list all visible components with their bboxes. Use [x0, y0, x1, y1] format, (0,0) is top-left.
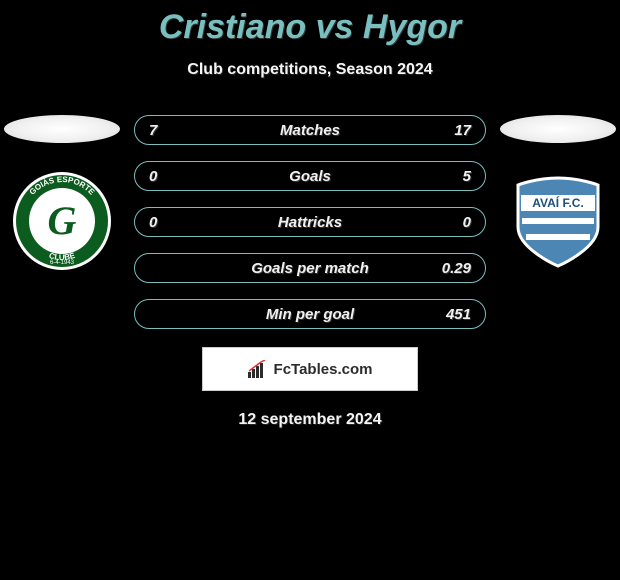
page-title: Cristiano vs Hygor — [0, 0, 620, 47]
stat-row: Min per goal 451 — [134, 299, 486, 329]
stat-left-value: 0 — [149, 168, 157, 185]
team-crest-right: AVAÍ F.C. — [508, 171, 608, 271]
stat-row: Goals per match 0.29 — [134, 253, 486, 283]
stat-right-value: 451 — [446, 306, 471, 323]
player-head-left — [4, 115, 120, 143]
stat-rows: 7 Matches 17 0 Goals 5 0 Hattricks 0 Goa… — [134, 115, 486, 329]
stat-label: Goals per match — [251, 260, 369, 277]
stat-right-value: 0.29 — [442, 260, 471, 277]
svg-text:6-4-1943: 6-4-1943 — [50, 260, 75, 266]
team-crest-left: G GOIÁS ESPORTE CLUBE 6-4-1943 — [12, 171, 112, 271]
goias-crest-icon: G GOIÁS ESPORTE CLUBE 6-4-1943 — [12, 171, 112, 271]
left-column: G GOIÁS ESPORTE CLUBE 6-4-1943 — [2, 115, 122, 271]
stat-left-value: 0 — [149, 214, 157, 231]
stat-left-value: 7 — [149, 122, 157, 139]
bar-chart-icon — [248, 360, 270, 378]
date-label: 12 september 2024 — [0, 411, 620, 429]
stat-row: 7 Matches 17 — [134, 115, 486, 145]
avai-crest-icon: AVAÍ F.C. — [508, 171, 608, 271]
comparison-card: Cristiano vs Hygor Club competitions, Se… — [0, 0, 620, 450]
stat-row: 0 Hattricks 0 — [134, 207, 486, 237]
stat-label: Matches — [280, 122, 340, 139]
source-badge-text: FcTables.com — [274, 361, 373, 378]
svg-text:AVAÍ F.C.: AVAÍ F.C. — [532, 195, 584, 210]
stat-right-value: 5 — [463, 168, 471, 185]
player-head-right — [500, 115, 616, 143]
stat-label: Min per goal — [266, 306, 354, 323]
stat-row: 0 Goals 5 — [134, 161, 486, 191]
stat-right-value: 17 — [454, 122, 471, 139]
page-subtitle: Club competitions, Season 2024 — [0, 61, 620, 79]
right-column: AVAÍ F.C. — [498, 115, 618, 271]
svg-text:G: G — [48, 198, 77, 243]
stat-label: Goals — [289, 168, 331, 185]
source-badge[interactable]: FcTables.com — [202, 347, 418, 391]
content-row: G GOIÁS ESPORTE CLUBE 6-4-1943 7 Matches… — [0, 115, 620, 329]
stat-label: Hattricks — [278, 214, 342, 231]
stat-right-value: 0 — [463, 214, 471, 231]
